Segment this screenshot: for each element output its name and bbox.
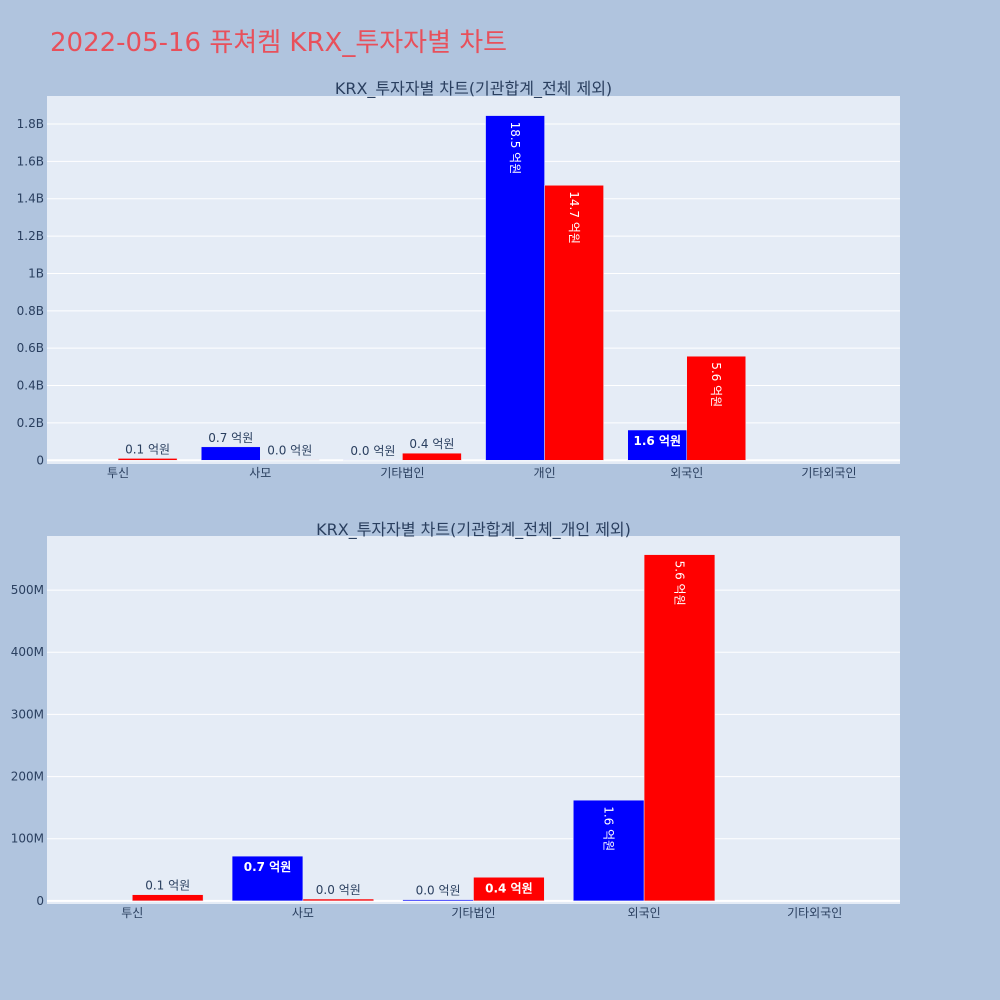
y-tick-label: 0.6B <box>17 341 44 355</box>
x-tick-label: 투신 <box>121 906 143 920</box>
x-tick-label: 사모 <box>249 466 271 480</box>
bar-data-label: 0.0 억원 <box>267 444 312 458</box>
chart-top: 0 0.2B 0.4B 0.6B 0.8B 1B 1.2B 1.4B 1.6B 1.8B KRX_투… <box>17 79 900 480</box>
plot-area <box>47 536 900 904</box>
x-tick-label: 투신 <box>107 466 129 480</box>
bar <box>473 877 545 902</box>
chart-title: KRX_투자자별 차트(기관합계_전체 제외) <box>335 79 612 99</box>
y-tick-label: 1B <box>28 266 44 280</box>
bar-data-label: 5.6 억원 <box>709 362 723 407</box>
x-tick-label: 외국인 <box>628 906 661 920</box>
x-tick-label: 기타외국인 <box>801 466 856 480</box>
y-tick-label: 0.2B <box>17 416 44 430</box>
bar <box>302 898 374 902</box>
bar <box>686 355 746 461</box>
x-tick-label: 기타법인 <box>380 466 424 480</box>
bar-data-label: 5.6 억원 <box>672 561 686 606</box>
y-tick-label: 0.8B <box>17 304 44 318</box>
bar-data-label: 0.0 억원 <box>316 883 361 897</box>
page-title: 2022-05-16 퓨쳐켐 KRX_투자자별 차트 <box>50 28 508 58</box>
bar-data-label: 1.6 억원 <box>633 434 681 448</box>
bar-data-label: 0.1 억원 <box>125 442 170 456</box>
y-tick-label: 0.4B <box>17 379 44 393</box>
y-tick-label: 200M <box>11 770 44 784</box>
bar-data-label: 0.4 억원 <box>485 881 533 895</box>
bar <box>201 446 261 461</box>
y-tick-label: 1.8B <box>17 117 44 131</box>
bar-data-label: 0.7 억원 <box>244 860 292 874</box>
x-tick-label: 개인 <box>534 466 556 480</box>
bar <box>260 459 320 461</box>
bar-data-label: 0.0 억원 <box>416 884 461 898</box>
bar <box>402 452 462 461</box>
y-tick-label: 0 <box>36 453 44 467</box>
y-tick-label: 500M <box>11 583 44 597</box>
bar <box>573 799 645 902</box>
plot-area <box>47 96 900 464</box>
y-tick-label: 0 <box>36 894 44 908</box>
bar <box>643 554 716 902</box>
x-tick-label: 기타외국인 <box>787 906 842 920</box>
bar-data-label: 0.1 억원 <box>145 879 190 893</box>
y-tick-label: 400M <box>11 645 44 659</box>
bar <box>485 115 545 461</box>
chart-bottom: 0 100M 200M 300M 400M 500M KRX_투자자별 차트(기관합계_전체… <box>11 520 900 920</box>
x-tick-label: 사모 <box>292 906 314 920</box>
bar <box>544 185 604 461</box>
y-tick-label: 1.4B <box>17 192 44 206</box>
y-tick-label: 300M <box>11 707 44 721</box>
bar <box>627 429 688 461</box>
y-tick-label: 1.6B <box>17 154 44 168</box>
bar-data-label: 18.5 억원 <box>508 122 522 175</box>
bar <box>117 458 178 461</box>
bar-data-label: 0.0 억원 <box>350 444 395 458</box>
y-tick-label: 100M <box>11 832 44 846</box>
bar-data-label: 1.6 억원 <box>602 806 616 851</box>
bar-data-label: 0.4 억원 <box>409 437 454 451</box>
bar-data-label: 0.7 억원 <box>208 431 253 445</box>
chart-title: KRX_투자자별 차트(기관합계_전체_개인 제외) <box>316 520 631 540</box>
x-tick-label: 기타법인 <box>451 906 495 920</box>
bar <box>132 894 204 902</box>
x-tick-label: 외국인 <box>670 466 703 480</box>
bar <box>402 899 474 902</box>
bar <box>231 855 304 902</box>
bar-data-label: 14.7 억원 <box>567 191 581 244</box>
y-tick-label: 1.2B <box>17 229 44 243</box>
